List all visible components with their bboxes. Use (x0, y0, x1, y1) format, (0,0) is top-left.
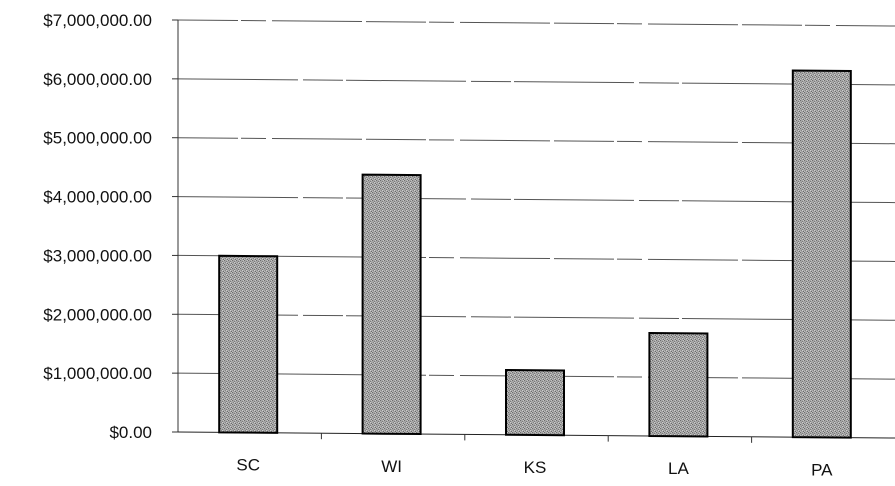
y-tick-label: $6,000,000.00 (43, 70, 152, 89)
y-tick-label: $5,000,000.00 (43, 129, 152, 148)
gridline (177, 78, 895, 86)
gridline (177, 254, 895, 262)
bar-pa (791, 69, 852, 439)
y-tick-label: $1,000,000.00 (43, 364, 152, 383)
x-tick-label-ks: KS (524, 458, 547, 477)
x-tick-label-wi: WI (381, 457, 402, 476)
gridline (177, 313, 895, 321)
y-tick-label: $0.00 (109, 423, 152, 442)
y-tick-label: $2,000,000.00 (43, 305, 152, 324)
x-tick-label-sc: SC (236, 456, 260, 475)
bar-ks (505, 369, 565, 437)
gridlines (177, 19, 895, 380)
bar-sc (218, 254, 279, 434)
y-tick-label: $7,000,000.00 (43, 11, 152, 30)
bar-la (648, 331, 709, 438)
x-tick-label-pa: PA (811, 460, 833, 479)
gridline (177, 196, 895, 204)
gridline (177, 19, 895, 27)
bars (218, 69, 852, 439)
bar-wi (361, 173, 422, 436)
y-tick-label: $4,000,000.00 (43, 188, 152, 207)
x-axis-ticks: SC WI KS LA PA (236, 433, 833, 479)
x-tick-label-la: LA (668, 459, 689, 478)
y-axis-ticks: $0.00 $1,000,000.00 $2,000,000.00 $3,000,00… (43, 11, 178, 442)
y-tick-label: $3,000,000.00 (43, 246, 152, 265)
gridline (177, 137, 895, 145)
